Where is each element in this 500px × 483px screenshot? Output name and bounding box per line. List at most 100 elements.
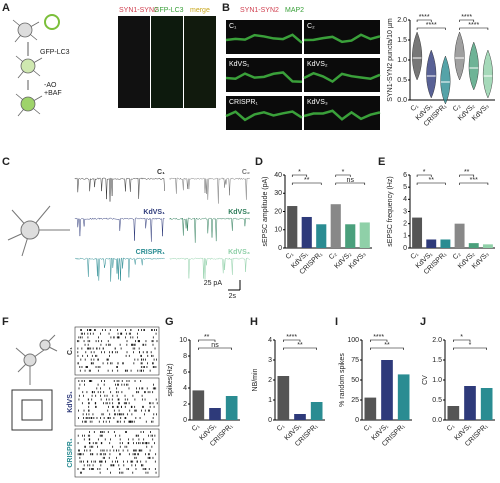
sig-bracket [198,347,232,350]
spike [82,468,84,470]
spike [101,351,102,354]
spike [142,405,144,408]
spike [96,354,98,357]
spike [117,369,119,372]
spike [123,413,125,416]
spike [88,417,90,419]
spike [107,362,109,365]
spike [95,405,97,408]
x-tick-label: C₁ [285,250,296,261]
x-tick-label: C₁ [410,102,421,113]
spike [96,347,97,350]
spike [113,417,115,419]
spike [90,329,92,331]
spike [147,471,149,474]
spike [153,413,155,416]
spike [109,449,111,452]
spike [135,456,137,459]
spike [97,383,99,386]
spike [115,434,116,437]
spike [124,417,126,419]
spike [88,409,90,412]
spike [130,336,132,339]
spike [78,453,80,456]
x-tick-label: C₂ [452,251,463,262]
spike [132,336,134,339]
spike [111,398,113,401]
spike [77,453,79,456]
bar [225,396,238,420]
spike [152,417,154,419]
spike [152,420,154,423]
spike [142,387,144,390]
spike [107,431,109,433]
sig-bracket [283,347,317,350]
spike [144,413,145,416]
neurite [303,109,381,121]
spike [79,383,81,386]
spike [136,391,137,394]
sig-bracket [198,339,216,342]
y-tick-label: 75 [351,357,359,364]
spike [146,445,148,448]
spike [144,409,146,412]
spike [148,453,150,456]
spike [96,417,98,419]
spike [137,358,139,361]
spike [132,438,134,441]
spike [132,420,133,423]
spike [99,453,101,456]
spike [119,453,121,456]
sig-label: ** [297,342,303,349]
scale-bar [228,280,241,291]
spike [112,445,114,448]
scale-label: 25 pA [204,280,223,287]
spike [109,387,111,390]
bar [192,390,205,420]
spike [116,351,118,354]
spike [102,362,104,365]
sig-bracket [459,19,475,22]
spike [117,336,119,339]
spike [100,387,101,390]
spike [83,438,85,441]
spike [121,383,123,386]
spike [127,383,129,386]
spike [109,351,110,354]
spike [95,402,96,405]
sig-bracket [416,182,446,185]
spike [138,453,139,456]
sig-bracket [416,174,432,177]
schematic-label: +BAF [44,90,62,97]
spike [133,420,135,423]
spike [131,343,133,346]
spike [124,394,126,397]
spike [90,347,92,350]
spike [127,369,128,372]
spike [130,329,132,331]
spike [128,402,130,405]
spike [126,445,128,448]
spike [116,456,117,459]
spike [152,343,154,346]
spike [142,405,144,408]
spike [142,468,144,470]
panel-label: J [420,316,426,328]
spike [137,332,138,335]
spike [138,438,140,441]
spike [89,464,91,467]
spike [102,456,104,459]
spike [121,391,123,394]
spike [140,366,142,368]
spike [133,351,134,354]
spike [83,460,84,463]
spike [143,442,145,445]
spike [108,456,110,459]
spike [132,453,134,456]
spike [134,358,136,361]
spike [122,442,123,445]
spike [130,405,132,408]
image-label: CRISPR₁ [229,99,258,106]
spike [83,394,84,397]
spike [104,394,106,397]
